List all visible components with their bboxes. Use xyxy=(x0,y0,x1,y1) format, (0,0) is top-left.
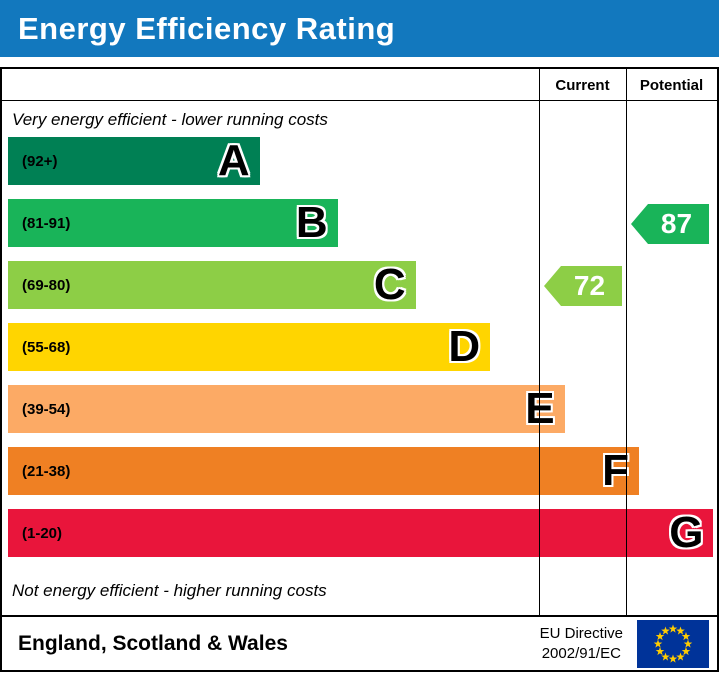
band-row-e: (39-54) E xyxy=(8,385,717,447)
band-bar: (21-38) F xyxy=(8,447,639,495)
band-row-f: (21-38) F xyxy=(8,447,717,509)
column-divider-current xyxy=(539,69,540,615)
band-letter: B xyxy=(295,198,328,247)
band-bar: (92+) A xyxy=(8,137,260,185)
band-row-b: (81-91) B xyxy=(8,199,717,261)
chart-box: Current Potential Very energy efficient … xyxy=(0,67,719,617)
page-title: Energy Efficiency Rating xyxy=(18,10,396,46)
eu-flag-icon xyxy=(637,619,709,668)
band-bar: (69-80) C xyxy=(8,261,416,309)
current-column-header: Current xyxy=(555,76,610,94)
band-row-d: (55-68) D xyxy=(8,323,717,385)
title-bar: Energy Efficiency Rating xyxy=(0,0,719,57)
band-bar: (1-20) G xyxy=(8,508,714,557)
potential-rating-value: 87 xyxy=(660,208,693,239)
band-bar: (81-91) B xyxy=(8,199,338,247)
potential-rating-arrow: 87 xyxy=(631,204,709,244)
band-range-label: (1-20) xyxy=(22,524,63,542)
band-range-label: (69-80) xyxy=(22,276,71,294)
band-letter: G xyxy=(669,508,704,557)
column-header-row: Current Potential xyxy=(2,69,717,101)
band-letter: D xyxy=(448,322,481,371)
column-divider-potential xyxy=(626,69,627,615)
eu-directive-label: EU Directive 2002/91/EC xyxy=(540,624,623,663)
band-bar: (55-68) D xyxy=(8,322,491,371)
current-rating-arrow: 72 xyxy=(544,266,622,306)
potential-column-header: Potential xyxy=(639,76,704,94)
band-letter: F xyxy=(602,446,629,495)
eu-directive-line1: EU Directive xyxy=(539,625,623,642)
band-range-label: (81-91) xyxy=(22,214,71,232)
band-range-label: (55-68) xyxy=(22,338,71,356)
band-letter: A xyxy=(217,136,250,185)
band-row-a: (92+) A xyxy=(8,137,717,199)
top-note: Very energy efficient - lower running co… xyxy=(12,110,328,129)
footer: England, Scotland & Wales EU Directive 2… xyxy=(0,617,719,672)
current-rating-value: 72 xyxy=(573,270,606,301)
band-bar: (39-54) E xyxy=(8,385,565,433)
band-letter: C xyxy=(373,260,406,309)
band-range-label: (21-38) xyxy=(22,462,71,480)
bottom-note: Not energy efficient - higher running co… xyxy=(12,581,327,600)
eu-directive-line2: 2002/91/EC xyxy=(541,644,621,662)
rating-bands: (92+) A (81-91) B (69-80) C (55-68) xyxy=(2,137,717,571)
band-row-g: (1-20) G xyxy=(8,509,717,571)
band-range-label: (39-54) xyxy=(22,400,71,418)
band-range-label: (92+) xyxy=(22,152,58,170)
region-label: England, Scotland & Wales xyxy=(18,631,288,655)
band-row-c: (69-80) C xyxy=(8,261,717,323)
band-letter: E xyxy=(525,387,564,431)
